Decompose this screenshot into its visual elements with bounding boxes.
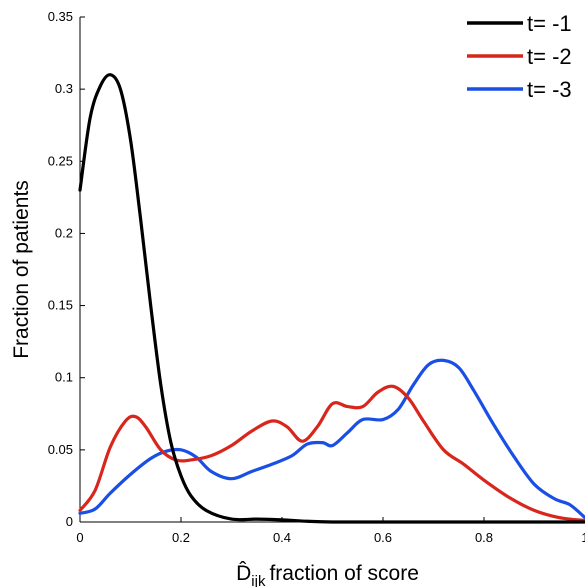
axes: 0 0.05 0.1 0.15 0.2 0.25 0.3 0.35 0 0.2 0.4 0.6 0.8 1 (48, 9, 585, 545)
legend: t= -1 t= -2 t= -3 (467, 11, 572, 102)
y-tick-label: 0.05 (48, 442, 73, 457)
x-tick-label: 0 (76, 530, 83, 545)
y-axis-label: Fraction of patients (10, 180, 33, 359)
series-line-3 (78, 358, 585, 520)
x-tick-label: 0.4 (273, 530, 291, 545)
legend-label: t= -2 (527, 44, 572, 69)
y-tick-label: 0.2 (55, 225, 73, 240)
y-tick-label: 0.3 (55, 81, 73, 96)
x-tick-label: 0.8 (475, 530, 493, 545)
y-tick-label: 0.1 (55, 370, 73, 385)
series-layer (78, 73, 585, 524)
series-line-1 (78, 73, 585, 524)
x-tick-label: 1 (581, 530, 585, 545)
y-tick-label: 0.35 (48, 9, 73, 24)
x-axis-label-symbol: D̂ (236, 562, 251, 585)
x-axis-label: D̂ijk fraction of score (236, 562, 419, 587)
legend-label: t= -1 (527, 11, 572, 36)
x-tick-label: 0.6 (374, 530, 392, 545)
y-tick-label: 0.15 (48, 298, 73, 313)
y-tick-label: 0 (66, 514, 73, 529)
x-tick-label: 0.2 (172, 530, 190, 545)
series-line-2 (78, 384, 585, 523)
legend-label: t= -3 (527, 77, 572, 102)
y-tick-label: 0.25 (48, 153, 73, 168)
x-axis-label-subscript: ijk (251, 573, 266, 587)
x-axis-label-text: fraction of score (269, 562, 418, 585)
